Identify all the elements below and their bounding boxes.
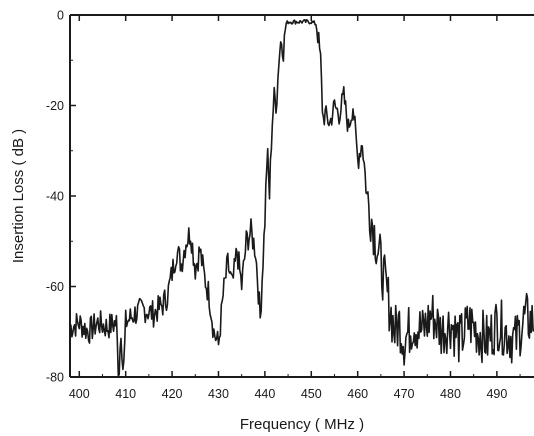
y-tick-label: 0 (57, 9, 64, 23)
x-axis-ticks: 400 410 420 430 440 450 460 470 480 490 (69, 15, 521, 401)
y-tick-label: -60 (46, 280, 64, 294)
y-tick-label: -40 (46, 190, 64, 204)
y-tick-label: -20 (46, 99, 64, 113)
x-tick-label: 410 (115, 387, 136, 401)
x-axis-title: Frequency ( MHz ) (240, 416, 364, 433)
x-tick-label: 430 (208, 387, 229, 401)
y-axis-title: Insertion Loss ( dB ) (10, 129, 27, 263)
x-tick-label: 450 (301, 387, 322, 401)
series-layer (69, 18, 534, 377)
x-tick-label: 420 (162, 387, 183, 401)
y-axis-ticks: 0 -20 -40 -60 -80 (46, 9, 76, 385)
x-tick-label: 470 (394, 387, 415, 401)
x-tick-label: 490 (486, 387, 507, 401)
x-tick-label: 460 (347, 387, 368, 401)
x-tick-label: 400 (69, 387, 90, 401)
y-tick-label: -80 (46, 371, 64, 385)
insertion-loss-series-line (69, 18, 534, 377)
x-tick-label: 440 (254, 387, 275, 401)
x-tick-label: 480 (440, 387, 461, 401)
